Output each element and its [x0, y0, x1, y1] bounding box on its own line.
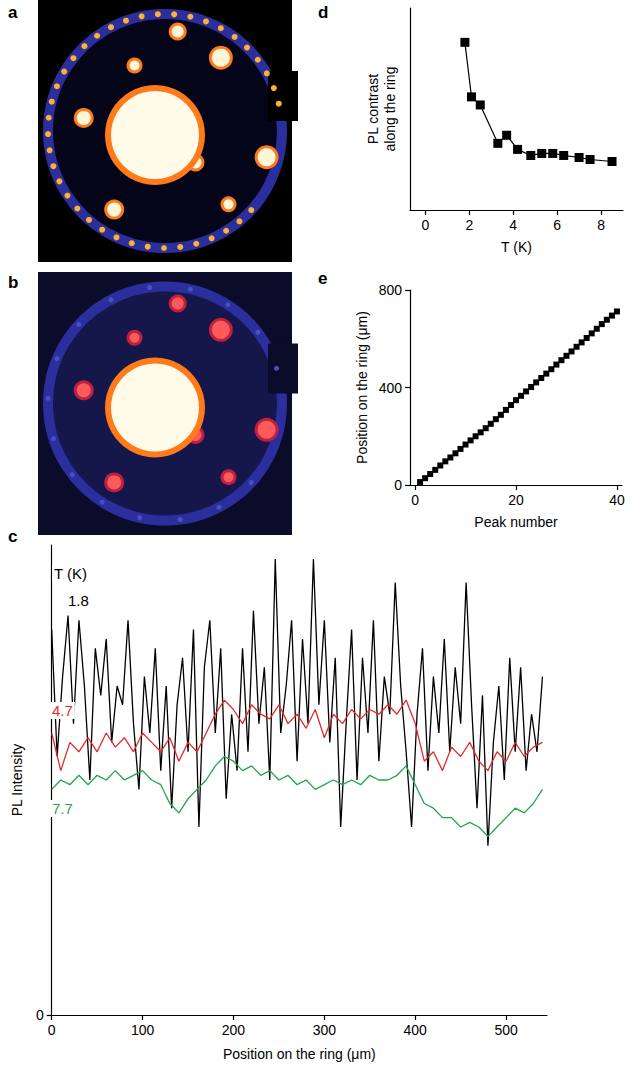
svg-text:1.8: 1.8	[68, 592, 89, 609]
svg-text:200: 200	[222, 1022, 246, 1038]
svg-text:T (K): T (K)	[501, 239, 532, 255]
svg-text:Peak number: Peak number	[474, 514, 558, 530]
svg-text:e: e	[318, 269, 327, 288]
svg-text:8: 8	[597, 217, 605, 233]
svg-text:6: 6	[553, 217, 561, 233]
svg-text:0: 0	[421, 217, 429, 233]
svg-text:300: 300	[313, 1022, 337, 1038]
svg-text:d: d	[318, 3, 328, 22]
svg-text:0: 0	[36, 1007, 44, 1023]
svg-text:0: 0	[48, 1022, 56, 1038]
svg-text:Position on the ring (μm): Position on the ring (μm)	[354, 311, 370, 464]
svg-text:500: 500	[494, 1022, 518, 1038]
svg-text:400: 400	[379, 380, 403, 396]
svg-text:800: 800	[379, 282, 403, 298]
svg-text:PL contrast: PL contrast	[365, 74, 381, 144]
svg-text:Position on the ring (μm): Position on the ring (μm)	[223, 1046, 376, 1062]
svg-text:c: c	[8, 527, 17, 546]
svg-text:7.7: 7.7	[52, 800, 73, 817]
svg-text:100: 100	[131, 1022, 155, 1038]
svg-text:20: 20	[508, 492, 524, 508]
svg-text:4.7: 4.7	[52, 702, 73, 719]
svg-text:T (K): T (K)	[54, 565, 87, 582]
svg-text:4: 4	[509, 217, 517, 233]
svg-text:PL Intensity: PL Intensity	[9, 744, 25, 817]
svg-text:a: a	[8, 3, 18, 22]
svg-text:2: 2	[465, 217, 473, 233]
svg-text:40: 40	[609, 492, 625, 508]
svg-text:b: b	[8, 273, 18, 292]
svg-text:400: 400	[404, 1022, 428, 1038]
svg-text:0: 0	[394, 477, 402, 493]
svg-text:0: 0	[411, 492, 419, 508]
svg-text:along the ring: along the ring	[382, 67, 398, 152]
